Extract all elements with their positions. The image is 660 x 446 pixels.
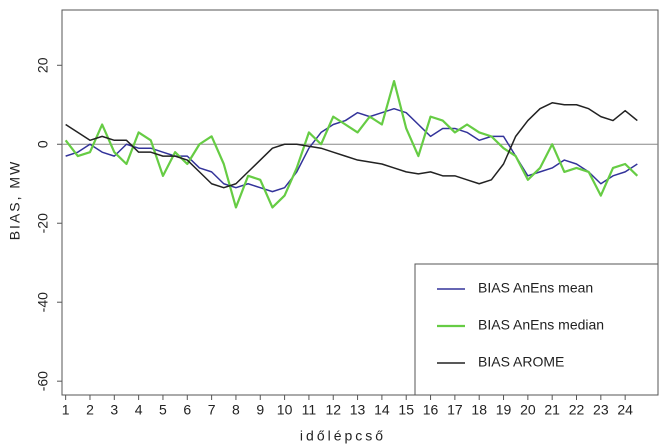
x-tick-label: 18 — [471, 402, 487, 418]
x-tick-label: 5 — [159, 402, 167, 418]
y-tick-label: -20 — [35, 213, 51, 233]
x-tick-label: 2 — [86, 402, 94, 418]
legend-label: BIAS AnEns median — [478, 317, 604, 333]
series-line — [65, 102, 638, 189]
legend-box — [414, 263, 659, 396]
x-tick-label: 15 — [398, 402, 414, 418]
x-tick-label: 17 — [447, 402, 463, 418]
series-line — [64, 79, 639, 209]
x-tick-label: 9 — [256, 402, 264, 418]
y-tick-label: -60 — [35, 371, 51, 391]
x-tick-label: 16 — [423, 402, 439, 418]
x-tick-label: 4 — [135, 402, 143, 418]
x-tick-label: 1 — [62, 402, 70, 418]
series-line — [65, 107, 638, 193]
x-tick-label: 7 — [208, 402, 216, 418]
x-tick-label: 14 — [374, 402, 390, 418]
x-tick-label: 6 — [183, 402, 191, 418]
x-tick-label: 24 — [617, 402, 633, 418]
plot-frame — [61, 9, 659, 396]
x-tick-label: 19 — [496, 402, 512, 418]
x-tick-label: 8 — [232, 402, 240, 418]
legend-label: BIAS AnEns mean — [478, 280, 593, 296]
x-tick-label: 12 — [325, 402, 341, 418]
x-tick-label: 22 — [569, 402, 585, 418]
x-tick-label: 10 — [277, 402, 293, 418]
x-tick-label: 23 — [593, 402, 609, 418]
y-tick-label: 20 — [35, 57, 51, 73]
x-axis-label: időlépcső — [300, 428, 386, 444]
x-tick-label: 11 — [302, 402, 317, 418]
x-tick-label: 21 — [544, 402, 560, 418]
y-axis-label: BIAS, MW — [7, 160, 23, 241]
x-tick-label: 3 — [110, 402, 118, 418]
x-tick-label: 20 — [520, 402, 536, 418]
y-tick-label: 0 — [35, 140, 51, 148]
legend-label: BIAS AROME — [478, 354, 564, 370]
y-tick-label: -40 — [35, 292, 51, 312]
x-tick-label: 13 — [350, 402, 366, 418]
